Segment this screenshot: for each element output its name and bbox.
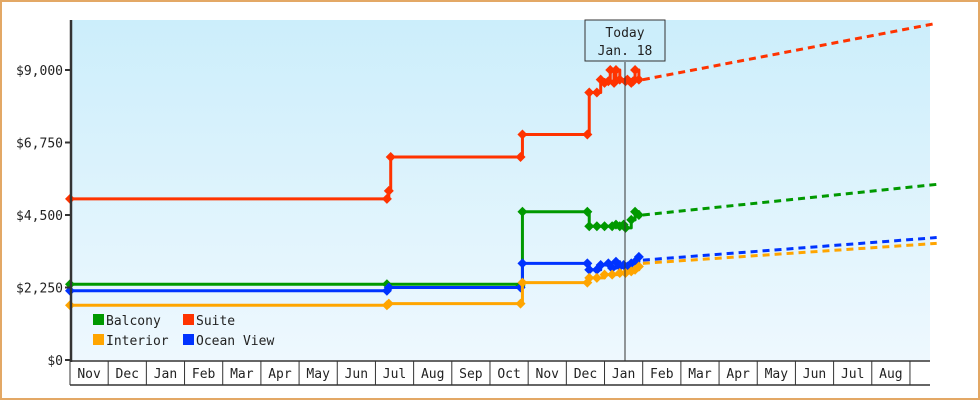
data-point[interactable] [633, 251, 644, 262]
legend-label: Ocean View [196, 334, 274, 349]
legend-item-suite[interactable]: Suite [183, 314, 235, 329]
legend-swatch [183, 334, 194, 345]
data-point[interactable] [582, 129, 593, 140]
series-layer [65, 21, 937, 311]
x-tick-label: Sep [459, 367, 483, 382]
data-point[interactable] [591, 87, 602, 98]
data-point[interactable] [610, 65, 621, 75]
data-point[interactable] [607, 263, 618, 274]
y-tick-label: $0 [47, 354, 63, 369]
y-axis: $0 $2,250 $4,500 $6,750 $9,000 [16, 20, 73, 369]
data-point[interactable] [517, 258, 528, 269]
x-tick-label: Apr [726, 367, 750, 382]
x-tick-label: Nov [536, 367, 560, 382]
x-tick-label: May [306, 367, 330, 382]
forecast-line [642, 21, 937, 82]
x-tick-label: Dec [116, 367, 139, 382]
x-tick-label: Apr [268, 367, 292, 382]
legend-label: Suite [196, 314, 235, 329]
y-tick-label: $9,000 [16, 64, 63, 79]
today-date: Jan. 18 [598, 44, 653, 59]
plot-area [71, 20, 930, 360]
data-point[interactable] [633, 261, 644, 272]
legend-swatch [93, 314, 104, 325]
data-point[interactable] [584, 272, 595, 283]
data-point[interactable] [591, 272, 602, 283]
series-interior [65, 241, 937, 311]
x-tick-label: Feb [650, 367, 674, 382]
legend: Balcony Suite Interior Ocean View [93, 314, 274, 349]
legend-label: Interior [106, 334, 169, 349]
data-point[interactable] [515, 298, 526, 309]
series-suite [65, 21, 937, 204]
data-point[interactable] [584, 264, 595, 275]
data-point[interactable] [633, 74, 644, 85]
data-point[interactable] [383, 282, 394, 293]
data-point[interactable] [383, 298, 394, 309]
today-marker: Today Jan. 18 [584, 19, 666, 361]
x-tick-label: Jun [803, 367, 826, 382]
data-point[interactable] [385, 152, 396, 162]
data-point[interactable] [614, 268, 625, 278]
series-balcony [65, 182, 937, 291]
data-point[interactable] [599, 221, 610, 232]
x-tick-label: Oct [497, 367, 520, 382]
x-tick-label: Aug [421, 367, 444, 382]
data-point[interactable] [620, 222, 631, 233]
data-point[interactable] [381, 193, 392, 204]
x-tick-label: Mar [230, 367, 254, 382]
data-point[interactable] [517, 277, 528, 288]
x-tick-label: Mar [688, 367, 712, 382]
data-point[interactable] [599, 269, 610, 280]
y-tick-label: $6,750 [16, 137, 63, 152]
data-point[interactable] [584, 221, 595, 232]
legend-item-balcony[interactable]: Balcony [93, 314, 161, 329]
x-tick-label: Jan [154, 367, 177, 382]
x-tick-label: Dec [574, 367, 597, 382]
data-point[interactable] [584, 87, 595, 98]
x-tick-label: Jul [841, 367, 864, 382]
data-point[interactable] [633, 210, 644, 220]
legend-label: Balcony [106, 314, 161, 329]
x-tick-label: Feb [192, 367, 216, 382]
data-point[interactable] [582, 206, 593, 217]
y-tick-label: $4,500 [16, 209, 63, 224]
today-label: Today [605, 26, 644, 41]
data-point[interactable] [630, 65, 641, 75]
data-point[interactable] [595, 259, 606, 270]
x-axis: Nov Dec Jan Feb Mar Apr May Jun Jul Aug Sep Oct Nov D… [69, 360, 930, 386]
data-point[interactable] [626, 214, 637, 225]
data-point[interactable] [517, 206, 528, 217]
legend-swatch [183, 314, 194, 325]
x-tick-label: Jul [383, 367, 406, 382]
y-tick-label: $2,250 [16, 282, 63, 297]
legend-item-interior[interactable]: Interior [93, 334, 169, 349]
data-point[interactable] [591, 221, 602, 232]
x-tick-label: Jun [345, 367, 368, 382]
data-point[interactable] [607, 269, 618, 280]
legend-swatch [93, 334, 104, 345]
forecast-line [642, 241, 937, 265]
x-tick-label: Aug [879, 367, 902, 382]
forecast-line [642, 182, 937, 217]
data-point[interactable] [383, 185, 394, 196]
forecast-line [642, 236, 937, 262]
legend-item-ocean-view[interactable]: Ocean View [183, 334, 274, 349]
data-point[interactable] [515, 152, 526, 162]
x-tick-label: May [765, 367, 789, 382]
data-point[interactable] [605, 65, 616, 75]
x-tick-label: Jan [612, 367, 635, 382]
data-point[interactable] [517, 129, 528, 140]
x-tick-label: Nov [77, 367, 101, 382]
